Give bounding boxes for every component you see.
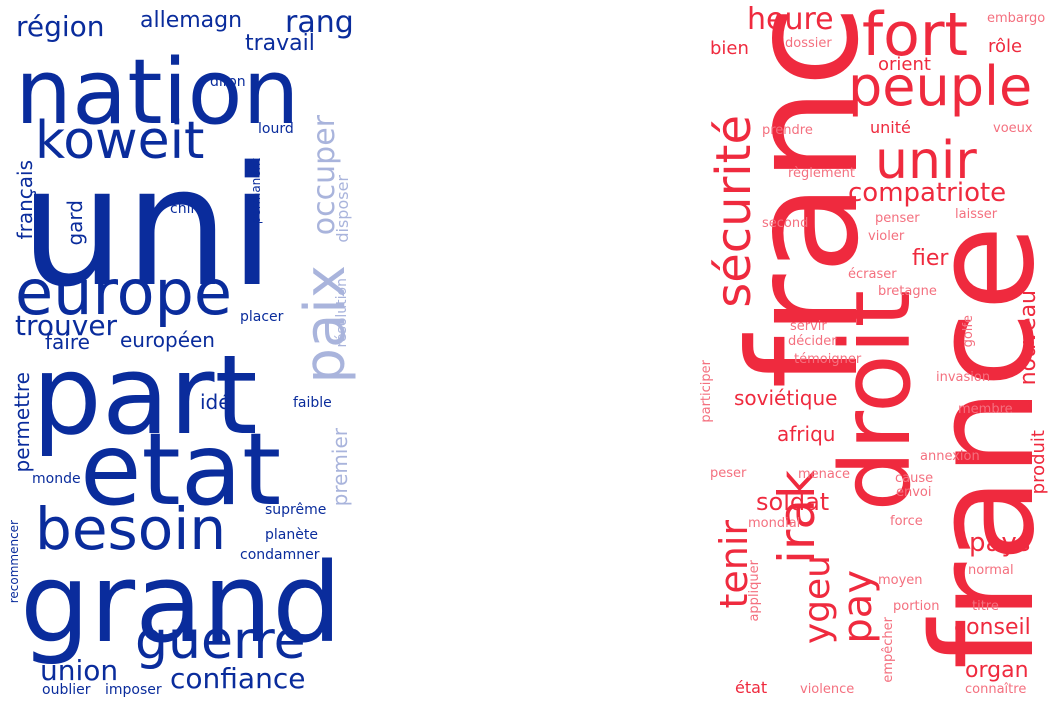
word-fier: fier bbox=[912, 246, 949, 271]
word-cause: cause bbox=[895, 471, 934, 486]
word-organ: organ bbox=[965, 658, 1029, 683]
word-europeen: européen bbox=[120, 328, 215, 352]
word-bretagne: bretagne bbox=[878, 284, 937, 299]
word-bien: bien bbox=[710, 38, 749, 59]
word-nation: nation bbox=[15, 40, 300, 145]
word-permettre: permettre bbox=[10, 372, 34, 473]
word-force: force bbox=[890, 514, 923, 529]
word-peuple: peuple bbox=[848, 55, 1033, 118]
word-heure: heure bbox=[747, 2, 834, 37]
word-dossier: dossier bbox=[785, 36, 832, 51]
word-trouver: trouver bbox=[15, 309, 118, 342]
word-prendre: prendre bbox=[762, 123, 813, 138]
word-travail: travail bbox=[245, 31, 315, 56]
word-monde: monde bbox=[32, 471, 81, 487]
word-decider: décider bbox=[788, 334, 837, 349]
word-membre: membre bbox=[958, 402, 1013, 417]
word-envoi: envoi bbox=[896, 485, 932, 500]
word-conseil: conseil bbox=[954, 615, 1031, 640]
word-annexion: annexion bbox=[920, 449, 980, 464]
word-portion: portion bbox=[893, 599, 940, 614]
word-cloud-left: uni nation part etat grand europe besoin koweit… bbox=[0, 0, 360, 713]
word-uni: uni bbox=[20, 131, 275, 323]
word-etat: état bbox=[735, 678, 768, 697]
word-unir: unir bbox=[875, 131, 977, 191]
word-produit: produit bbox=[1028, 430, 1049, 495]
word-fort: fort bbox=[862, 0, 969, 70]
word-nouveau: nouveau bbox=[1016, 290, 1041, 386]
word-rang: rang bbox=[285, 5, 354, 40]
word-compatriote: compatriote bbox=[848, 178, 1007, 208]
word-golfe: golfe bbox=[961, 315, 976, 348]
word-laisser: laisser bbox=[955, 207, 998, 222]
word-etat: etat bbox=[80, 411, 282, 528]
word-region: région bbox=[16, 10, 105, 43]
word-temoigner: témoigner bbox=[794, 352, 862, 367]
word-imposer: imposer bbox=[105, 682, 162, 698]
word-faible: faible bbox=[293, 395, 332, 411]
word-allemagn: allemagn bbox=[140, 8, 243, 33]
word-ide: idé bbox=[200, 390, 231, 414]
word-francais: français bbox=[13, 160, 37, 240]
word-europe: europe bbox=[15, 256, 232, 329]
word-participer: participer bbox=[700, 360, 714, 423]
word-moyen: moyen bbox=[878, 573, 923, 588]
word-appliquer: appliquer bbox=[747, 560, 762, 622]
word-normal: normal bbox=[968, 563, 1014, 578]
word-besoin: besoin bbox=[35, 495, 227, 563]
word-disposer: disposer bbox=[333, 175, 352, 243]
word-part: part bbox=[32, 331, 258, 459]
word-connaitre: connaître bbox=[965, 682, 1027, 697]
word-condamner: condamner bbox=[240, 547, 320, 563]
word-invasion: invasion bbox=[936, 370, 991, 385]
word-pay: pay bbox=[835, 570, 881, 644]
word-violer: violer bbox=[868, 229, 905, 244]
word-embargo: embargo bbox=[987, 11, 1046, 26]
word-diron: diron bbox=[210, 74, 246, 90]
word-chin: chin bbox=[170, 201, 200, 217]
word-voeux: voeux bbox=[993, 121, 1033, 136]
word-empecher: empêcher bbox=[881, 617, 896, 683]
word-securite: sécurité bbox=[706, 115, 762, 308]
word-supreme: suprême bbox=[265, 502, 327, 518]
word-servir: servir bbox=[790, 319, 827, 334]
word-soldat: soldat bbox=[756, 488, 830, 516]
word-oublier: oublier bbox=[42, 682, 91, 698]
word-premier: premier bbox=[328, 428, 352, 507]
word-violence: violence bbox=[800, 682, 855, 697]
word-ecraser: écraser bbox=[848, 267, 897, 282]
word-gard: gard bbox=[63, 200, 87, 246]
word-titre: titre bbox=[972, 599, 999, 614]
word-penser: penser bbox=[875, 211, 920, 226]
word-cloud-right: franc france droit fort peuple unir sécurité ir… bbox=[700, 0, 1060, 713]
word-pays: pays bbox=[969, 528, 1031, 558]
word-reglement: règlement bbox=[788, 166, 855, 181]
word-guerre: guerre bbox=[135, 611, 306, 671]
word-placer: placer bbox=[240, 309, 284, 325]
word-union: union bbox=[40, 654, 119, 687]
word-grand: grand bbox=[20, 539, 342, 667]
word-menace: menace bbox=[798, 467, 851, 482]
word-confiance: confiance bbox=[170, 662, 306, 695]
word-planete: planète bbox=[265, 527, 318, 543]
word-unite: unité bbox=[870, 118, 911, 137]
word-second: second bbox=[762, 216, 809, 231]
word-lourd: lourd bbox=[258, 121, 294, 137]
word-afriqu: afriqu bbox=[777, 422, 836, 446]
word-peser: peser bbox=[710, 466, 747, 481]
word-role: rôle bbox=[988, 36, 1023, 57]
word-mondial: mondial bbox=[748, 516, 801, 531]
word-resolution: résolution bbox=[334, 278, 350, 348]
word-koweit: koweit bbox=[35, 111, 205, 171]
word-faire: faire bbox=[45, 330, 90, 354]
word-permanent: permanent bbox=[249, 158, 263, 225]
word-recommencer: recommencer bbox=[7, 520, 21, 604]
word-sovietique: soviétique bbox=[734, 386, 838, 410]
word-ygeu: ygeu bbox=[797, 555, 838, 645]
word-orient: orient bbox=[878, 54, 931, 75]
